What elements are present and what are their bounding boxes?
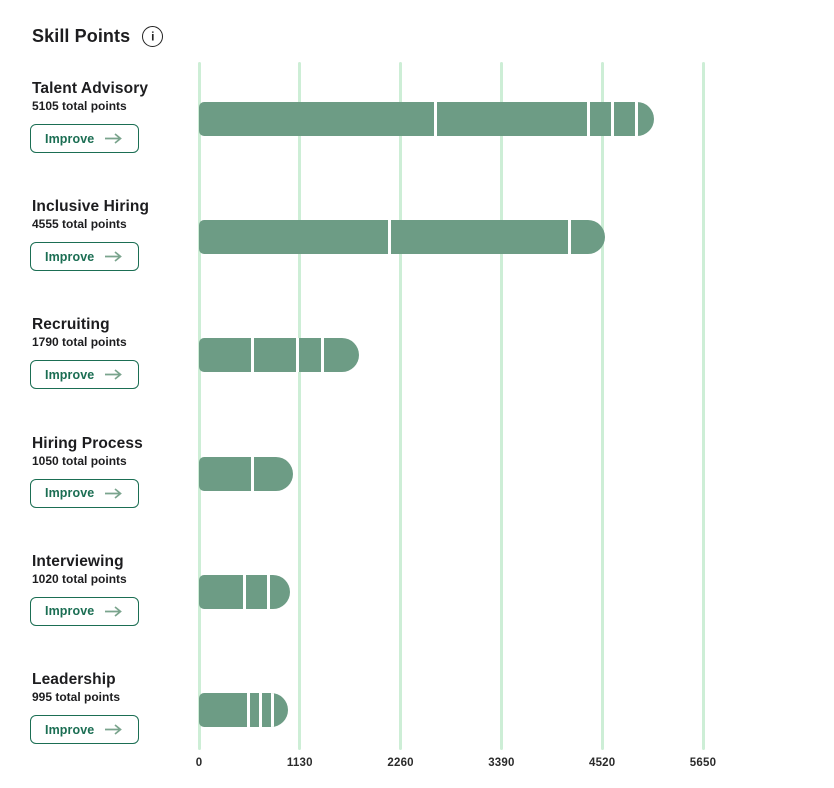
panel-header: Skill Points i (32, 26, 164, 47)
bar-segment-divider (270, 693, 274, 727)
info-icon[interactable]: i (142, 26, 164, 47)
improve-button-label: Improve (45, 486, 95, 501)
gridline (197, 62, 201, 750)
bar-segment-divider (387, 220, 391, 255)
bar-segment-divider (295, 338, 299, 373)
skill-total-points: 5105 total points (32, 99, 127, 113)
skill-bar (199, 456, 293, 491)
skill-name: Hiring Process (32, 434, 143, 452)
improve-button-label: Improve (45, 367, 95, 382)
improve-button[interactable]: Improve (30, 360, 140, 390)
bar-segment-divider (567, 220, 571, 255)
skill-total-points: 4555 total points (32, 217, 127, 232)
skill-name: Interviewing (32, 552, 124, 570)
bar-segment-divider (243, 574, 247, 609)
improve-button[interactable]: Improve (30, 242, 140, 272)
gridline (298, 62, 302, 750)
skill-bar (199, 574, 290, 609)
skill-row: Recruiting 1790 total points Improve (0, 316, 834, 434)
bar-segment-divider (610, 102, 614, 136)
page-title: Skill Points (32, 26, 131, 46)
skill-row: Interviewing 1020 total points Improve (0, 553, 834, 671)
improve-button[interactable]: Improve (30, 124, 140, 153)
improve-button-label: Improve (45, 249, 95, 264)
skill-bar (199, 102, 655, 136)
skill-bar (199, 220, 606, 255)
bar-segment-divider (433, 102, 437, 136)
improve-button[interactable]: Improve (30, 478, 140, 508)
gridline (499, 62, 503, 750)
bar-segment-divider (250, 338, 254, 373)
bar-segment-divider (586, 102, 590, 136)
arrow-right-icon (104, 132, 124, 145)
axis-tick-label: 0 (195, 757, 203, 769)
axis-tick-label: 1130 (286, 757, 313, 769)
arrow-right-icon (104, 605, 124, 618)
arrow-right-icon (104, 250, 124, 263)
skill-total-points: 1020 total points (32, 571, 127, 586)
skill-name: Leadership (32, 671, 116, 688)
arrow-right-icon (104, 723, 124, 736)
axis-tick-label: 2260 (387, 757, 414, 769)
bar-segment-divider (258, 693, 262, 727)
skill-total-points: 995 total points (32, 690, 121, 704)
bar-segment-divider (266, 574, 270, 609)
gridline (701, 62, 705, 750)
skill-name: Talent Advisory (32, 80, 149, 97)
skill-bar (199, 693, 288, 727)
improve-button[interactable]: Improve (30, 715, 140, 744)
gridline (399, 62, 403, 750)
bar-segment-divider (246, 693, 250, 727)
axis-tick-label: 3390 (488, 757, 515, 769)
improve-button-label: Improve (45, 722, 95, 737)
bar-segment-divider (635, 102, 639, 136)
gridline (600, 62, 604, 750)
skill-name: Recruiting (32, 316, 110, 334)
arrow-right-icon (104, 368, 124, 381)
skill-row: Hiring Process 1050 total points Improve (0, 435, 834, 553)
arrow-right-icon (104, 487, 124, 500)
skill-total-points: 1790 total points (32, 335, 127, 350)
improve-button[interactable]: Improve (30, 596, 140, 626)
skill-row: Talent Advisory 5105 total points Improv… (0, 80, 834, 198)
axis-tick-label: 5650 (689, 757, 717, 769)
skill-row: Leadership 995 total points Improve (0, 671, 834, 788)
axis-tick-label: 4520 (588, 757, 616, 769)
skill-row: Inclusive Hiring 4555 total points Impro… (0, 198, 834, 316)
improve-button-label: Improve (45, 604, 95, 619)
bar-segment-divider (321, 338, 325, 373)
skill-name: Inclusive Hiring (32, 198, 150, 216)
skill-total-points: 1050 total points (32, 453, 127, 468)
skill-bar (199, 338, 359, 373)
bar-segment-divider (251, 456, 255, 491)
improve-button-label: Improve (45, 131, 95, 146)
